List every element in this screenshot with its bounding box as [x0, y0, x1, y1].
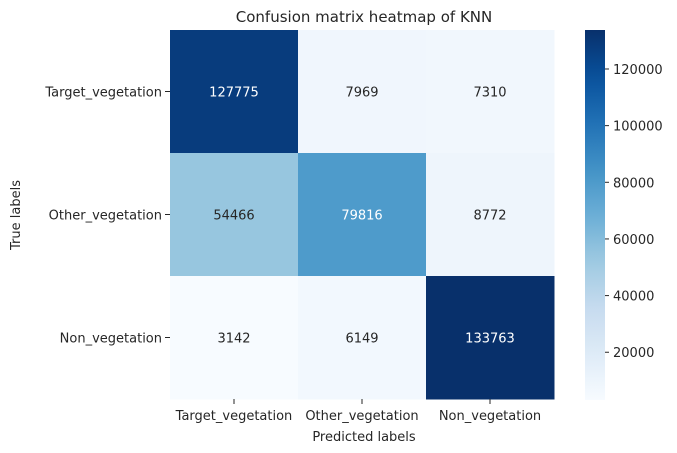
cell-value-r2-c0: 3142	[217, 332, 250, 347]
heatmap-cell-r2-c2	[426, 276, 555, 400]
y-tick-label-2: Non_vegetation	[60, 332, 162, 347]
cell-value-r0-c2: 7310	[473, 86, 506, 101]
heatmap-cell-labels: 127775 7969 7310 54466 79816 8772 3142 6149 1337…	[209, 86, 515, 347]
heatmap-cell-r0-c2	[426, 30, 555, 154]
x-axis-ticks: Target_vegetation Other_vegetation Non_veg…	[175, 399, 541, 424]
y-tick-label-0: Target_vegetation	[44, 86, 162, 101]
cell-value-r1-c0: 54466	[213, 209, 254, 224]
colorbar-tick-label-2: 60000	[613, 233, 654, 248]
colorbar-tick-label-3: 80000	[613, 176, 654, 191]
heatmap-cell-r1-c0	[170, 153, 299, 277]
heatmap-cell-r0-c0	[170, 30, 299, 154]
x-tick-label-0: Target_vegetation	[175, 409, 293, 424]
x-axis-label: Predicted labels	[312, 430, 416, 445]
colorbar	[585, 30, 605, 400]
cell-value-r1-c1: 79816	[341, 209, 382, 224]
colorbar-tick-label-4: 100000	[613, 120, 663, 135]
colorbar-tick-label-5: 120000	[613, 63, 663, 78]
colorbar-ticks: 20000 40000 60000 80000 100000 120000	[605, 63, 663, 361]
y-axis-label: True labels	[9, 180, 24, 251]
cell-value-r1-c2: 8772	[473, 209, 506, 224]
cell-value-r2-c2: 133763	[465, 332, 515, 347]
heatmap-cell-r2-c0	[170, 276, 299, 400]
heatmap-cells	[170, 30, 555, 400]
heatmap-cell-r2-c1	[298, 276, 427, 400]
x-tick-label-1: Other_vegetation	[305, 409, 418, 424]
heatmap-cell-r1-c2	[426, 153, 555, 277]
y-tick-label-1: Other_vegetation	[49, 209, 162, 224]
cell-value-r0-c1: 7969	[345, 86, 378, 101]
cell-value-r0-c0: 127775	[209, 86, 259, 101]
heatmap-cell-r0-c1	[298, 30, 427, 154]
chart-title: Confusion matrix heatmap of KNN	[236, 8, 492, 26]
heatmap-cell-r1-c1	[298, 153, 427, 277]
colorbar-tick-label-1: 40000	[613, 290, 654, 305]
colorbar-tick-label-0: 20000	[613, 346, 654, 361]
x-tick-label-2: Non_vegetation	[439, 409, 541, 424]
y-axis-ticks: Target_vegetation Other_vegetation Non_veg…	[44, 86, 170, 347]
cell-value-r2-c1: 6149	[345, 332, 378, 347]
